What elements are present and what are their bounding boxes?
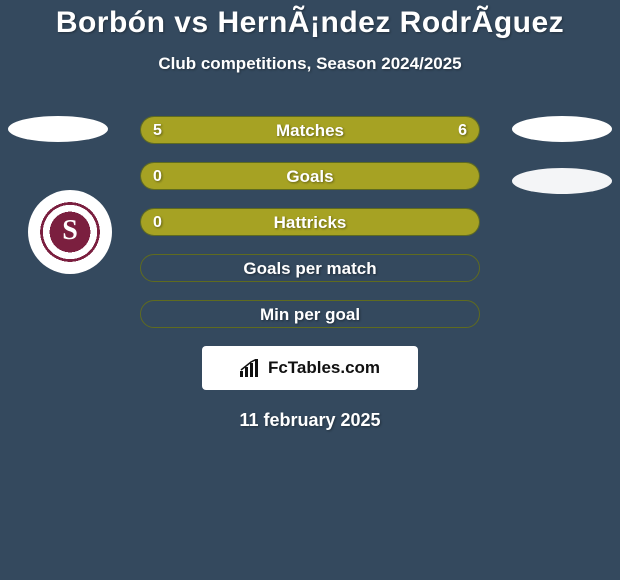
stat-label: Min per goal: [141, 301, 479, 327]
club-badge: S: [28, 190, 112, 274]
infographic-container: Borbón vs HernÃ¡ndez RodrÃguez Club comp…: [0, 0, 620, 431]
stat-bar-hattricks: 0 Hattricks: [140, 208, 480, 236]
player-left-pill: [8, 116, 108, 142]
comparison-bars-area: S 5 Matches 6 0 Goals 0 Hattricks: [0, 116, 620, 431]
stat-bar-min-per-goal: Min per goal: [140, 300, 480, 328]
page-title: Borbón vs HernÃ¡ndez RodrÃguez: [0, 6, 620, 40]
player-right-pill-2: [512, 168, 612, 194]
stat-label: Matches: [141, 117, 479, 143]
brand-text: FcTables.com: [268, 358, 380, 378]
club-badge-inner: S: [38, 200, 102, 264]
stat-label: Goals: [141, 163, 479, 189]
stat-label: Goals per match: [141, 255, 479, 281]
bar-chart-icon: [240, 359, 262, 377]
page-subtitle: Club competitions, Season 2024/2025: [0, 54, 620, 74]
club-badge-letter: S: [62, 215, 78, 247]
brand-box: FcTables.com: [202, 346, 418, 390]
stat-bar-goals: 0 Goals: [140, 162, 480, 190]
date-line: 11 february 2025: [0, 410, 620, 431]
player-right-pill-1: [512, 116, 612, 142]
stat-value-right: 6: [458, 117, 467, 144]
stat-bar-goals-per-match: Goals per match: [140, 254, 480, 282]
stat-bar-matches: 5 Matches 6: [140, 116, 480, 144]
stat-label: Hattricks: [141, 209, 479, 235]
